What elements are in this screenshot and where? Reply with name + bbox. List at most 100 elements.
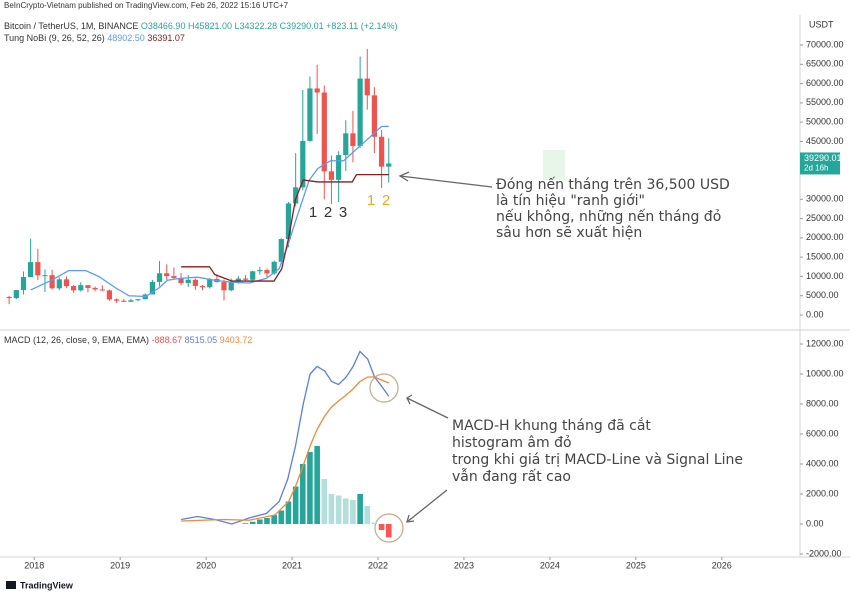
histogram-bar <box>321 479 328 524</box>
annotation: vẫn đang rất cao <box>452 468 571 485</box>
last-price-box <box>800 152 840 175</box>
candle-body <box>49 275 55 289</box>
y-tick-label: 10000.00 <box>806 368 844 378</box>
y-tick-label: 20000.00 <box>806 232 844 242</box>
y-tick-label: 6000.00 <box>806 428 839 438</box>
candle-body <box>199 285 206 288</box>
highlight-circle <box>369 373 399 403</box>
symbol: Bitcoin / TetherUS, 1M, BINANCE <box>4 21 138 31</box>
y-tick-label: 45000.00 <box>806 136 844 146</box>
histogram-bar <box>378 524 385 530</box>
y-tick-label: 12000.00 <box>806 338 844 348</box>
ohlc: H45821.00 <box>188 21 232 31</box>
arrow-head <box>406 514 415 523</box>
candle-body <box>285 203 292 240</box>
y-tick-label: 4000.00 <box>806 458 839 468</box>
currency: USDT <box>809 19 834 29</box>
annotation: Đóng nến tháng trên 36,500 USD <box>496 176 730 193</box>
candle-body <box>264 270 270 274</box>
candle-body <box>85 285 91 288</box>
histogram-bar <box>307 452 313 524</box>
y-tick-label: 15000.00 <box>806 252 844 262</box>
y-tick-label: -2000.00 <box>806 548 842 558</box>
wave-label: 2 <box>324 204 332 221</box>
countdown: 2d 16h <box>804 164 828 173</box>
candle-body <box>250 271 256 280</box>
x-tick-label: 2024 <box>540 560 560 570</box>
footer-logo: TradingView <box>6 580 74 590</box>
y-tick-label: 2000.00 <box>806 488 839 498</box>
candle-body <box>242 278 249 280</box>
candle-body <box>13 290 19 299</box>
macd-value: -888.67 <box>152 335 183 345</box>
annotation: MACD-H khung tháng đã cắt <box>452 417 651 434</box>
indicator-line <box>30 125 389 298</box>
indicator-name: Tung NoBi (9, 26, 52, 26) <box>4 33 105 43</box>
x-tick-label: 2021 <box>282 560 302 570</box>
x-tick-label: 2020 <box>196 560 216 570</box>
candle-body <box>156 273 163 282</box>
y-tick-label: 55000.00 <box>806 97 844 107</box>
wave-label: 1 <box>367 192 375 209</box>
y-tick-label: 60000.00 <box>806 78 844 88</box>
candle-body <box>300 140 306 188</box>
logo-icon <box>6 581 16 589</box>
annotation: trong khi giá trị MACD-Line và Signal Li… <box>452 452 743 468</box>
candle-body <box>42 275 48 277</box>
candle-body <box>364 78 370 96</box>
y-tick-label: 25000.00 <box>806 213 844 223</box>
candle-body <box>121 300 127 302</box>
candle-body <box>307 88 313 141</box>
ohlc: L34322.28 <box>235 21 278 31</box>
y-tick-label: 50000.00 <box>806 117 844 127</box>
histogram-bar <box>328 494 335 524</box>
candle-body <box>221 282 227 291</box>
y-tick-label: 70000.00 <box>806 39 844 49</box>
candle-body <box>56 279 62 289</box>
histogram-bar <box>350 500 356 524</box>
histogram-bar <box>342 498 349 524</box>
x-tick-label: 2018 <box>24 560 44 570</box>
histogram-bar <box>271 515 277 524</box>
candle-body <box>314 88 320 93</box>
indicator-line <box>181 350 390 525</box>
arrows <box>398 171 493 523</box>
y-tick-label: 8000.00 <box>806 398 839 408</box>
x-tick-label: 2023 <box>454 560 474 570</box>
header: Bitcoin / TetherUS, 1M, BINANCE O38466.9… <box>4 21 398 31</box>
x-tick-label: 2019 <box>110 560 130 570</box>
candle-body <box>92 287 98 290</box>
arrow-head <box>398 171 410 182</box>
last-price-label: 39290.01 <box>804 153 842 163</box>
macd-legend: MACD (12, 26, close, 9, EMA, EMA) -888.6… <box>4 335 252 345</box>
arrow-head <box>406 394 413 405</box>
annotation: histogram âm đỏ <box>452 435 572 451</box>
indicator-line <box>181 376 389 522</box>
candle-body <box>271 261 277 274</box>
candle-body <box>99 289 105 291</box>
histogram-bar <box>385 524 392 538</box>
annotation: sâu hơn sẽ xuất hiện <box>496 225 642 241</box>
histogram-bar <box>285 501 292 524</box>
ohlc: O38466.90 <box>141 21 186 31</box>
macd-value: 8515.05 <box>185 335 218 345</box>
candle-body <box>106 290 113 300</box>
candle-body <box>357 78 363 146</box>
y-tick-label: 30000.00 <box>806 194 844 204</box>
candle-body <box>20 277 27 291</box>
wave-label: 2 <box>382 192 390 209</box>
candle-body <box>228 281 234 291</box>
indicator-value: 36391.07 <box>147 33 185 43</box>
arrow <box>406 489 448 523</box>
candle-body <box>149 281 155 295</box>
wave-label: 3 <box>339 204 347 221</box>
y-tick-label: 5000.00 <box>806 290 839 300</box>
histogram-bar <box>257 519 263 524</box>
candle-body <box>207 278 213 288</box>
macd-name: MACD (12, 26, close, 9, EMA, EMA) <box>4 335 149 345</box>
y-tick-label: 10000.00 <box>806 271 844 281</box>
candle-body <box>278 239 284 262</box>
histogram-bar <box>314 446 320 524</box>
